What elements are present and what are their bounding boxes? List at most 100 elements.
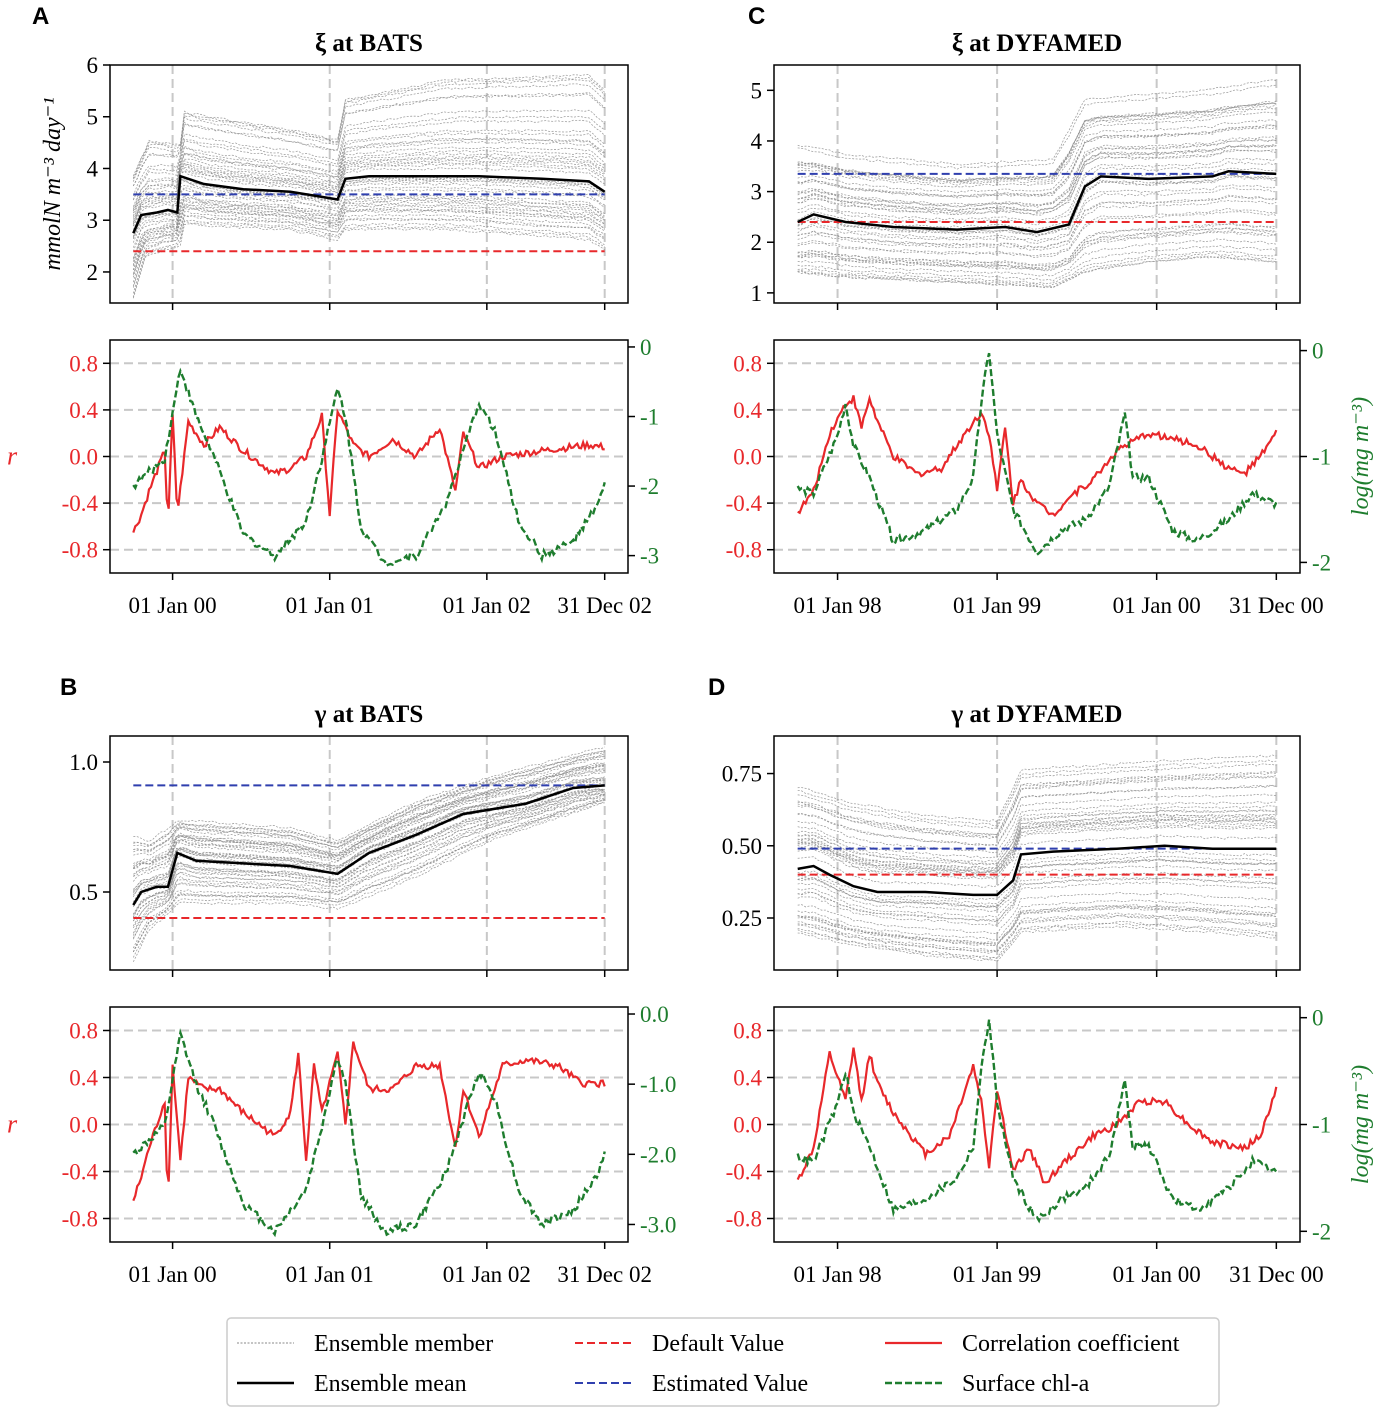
ensemble-member-line <box>797 784 1277 846</box>
ensemble-member-line <box>797 157 1277 223</box>
ensemble-member-line <box>797 821 1277 876</box>
ensemble-member-line <box>133 750 605 846</box>
ensemble-member-line <box>132 789 605 919</box>
ensemble-member-line <box>797 784 1277 847</box>
ensemble-member-line <box>133 758 605 856</box>
panel-A-top: 2 3 4 5 6 ξ at BATS mmolN m⁻³ day⁻¹ <box>40 30 629 310</box>
legend-label-estimated: Estimated Value <box>652 1371 808 1397</box>
y-tick-label-right: 0 <box>1312 339 1324 364</box>
ensemble-member-line <box>132 779 605 896</box>
ensemble-member-line <box>797 805 1277 863</box>
y-axis-label-left: r <box>7 1110 18 1139</box>
ensemble-member-line <box>133 768 605 875</box>
ensemble-member-line <box>797 104 1277 184</box>
panel-letter: B <box>60 674 77 701</box>
ensemble-member-line <box>132 794 605 939</box>
ensemble-member-line <box>797 824 1277 878</box>
x-tick-label: 01 Jan 02 <box>443 593 531 618</box>
ensemble-member-line <box>132 132 605 210</box>
y-tick-label-right: -3 <box>640 544 659 569</box>
x-tick-label: 31 Dec 02 <box>557 593 652 618</box>
chl-line <box>796 1019 1278 1224</box>
ensemble-member-line <box>132 149 605 218</box>
correlation-line <box>797 394 1278 518</box>
ensemble-member-line <box>797 892 1277 935</box>
ensemble-member-line <box>132 789 605 918</box>
chl-line <box>796 352 1278 557</box>
ensemble-member-line <box>797 763 1277 829</box>
ensemble-member-line <box>797 871 1277 918</box>
ensemble-member-line <box>797 816 1277 872</box>
ensemble-member-line <box>132 83 605 182</box>
correlation-line <box>132 1041 606 1202</box>
ensemble-member-line <box>797 915 1277 954</box>
ensemble-member-line <box>797 876 1277 922</box>
ensemble-member-line <box>132 163 605 227</box>
ensemble-member-line <box>797 222 1277 266</box>
ensemble-member-line <box>797 227 1277 270</box>
y-tick-label: 1.0 <box>69 750 98 775</box>
ensemble-member-line <box>797 817 1277 873</box>
y-axis-label-right: log(mg m⁻³) <box>1348 1065 1374 1184</box>
ensemble-member-line <box>132 214 605 287</box>
ensemble-member-line <box>797 864 1277 913</box>
x-tick-label: 31 Dec 00 <box>1229 1262 1324 1287</box>
panel-letter: A <box>32 3 49 30</box>
ensemble-member-line <box>797 256 1277 289</box>
ensemble-member-line <box>797 850 1277 901</box>
y-tick-label-left: -0.8 <box>62 538 98 563</box>
x-tick-label: 01 Jan 01 <box>286 593 374 618</box>
ensemble-member-line <box>132 179 605 240</box>
ensemble-member-line <box>132 182 605 243</box>
panel-B-bottom: -0.8 -0.4 0.0 0.4 0.8 -3.0 -2.0 -1.0 0.0 01 Jan 0… <box>7 1002 676 1287</box>
x-tick-label: 01 Jan 00 <box>129 593 217 618</box>
ensemble-member-line <box>132 211 605 283</box>
ensemble-member-line <box>797 819 1277 874</box>
legend-label-corr: Correlation coefficient <box>962 1331 1180 1357</box>
ensemble-member-line <box>797 184 1277 242</box>
ensemble-member-line <box>132 793 605 934</box>
ensemble-member-line <box>797 139 1277 208</box>
ensemble-member-line <box>797 175 1277 237</box>
ensemble-member-line <box>797 211 1277 258</box>
ensemble-member-line <box>797 102 1277 182</box>
y-tick-label-right: -1 <box>1312 445 1331 470</box>
ensemble-member-line <box>797 922 1277 960</box>
ensemble-member-line <box>797 102 1277 182</box>
legend-box <box>226 1317 1220 1407</box>
panel-D-top: 0.25 0.50 0.75 γ at DYFAMED <box>722 701 1301 977</box>
y-tick-label-left: 0.8 <box>733 351 762 376</box>
ensemble-member-line <box>132 797 605 949</box>
x-tick-label: 01 Jan 99 <box>953 593 1041 618</box>
axes-frame <box>109 735 629 971</box>
ensemble-member-line <box>132 772 605 882</box>
ensemble-member-line <box>132 219 605 294</box>
ensemble-member-line <box>797 148 1277 216</box>
y-tick-label-right: -1 <box>1312 1113 1331 1138</box>
ensemble-member-line <box>797 102 1277 183</box>
y-tick-label-right: 0.0 <box>640 1002 669 1027</box>
ensemble-member-line <box>132 115 605 200</box>
ensemble-member-line <box>132 159 605 225</box>
x-tick-label: 31 Dec 02 <box>557 1262 652 1287</box>
y-tick-label: 5 <box>751 78 763 103</box>
y-tick-label-left: -0.4 <box>62 1160 99 1185</box>
y-tick-label-right: -1 <box>640 405 659 430</box>
ensemble-member-line <box>797 111 1277 188</box>
y-tick-label-left: 0.0 <box>733 445 762 470</box>
y-tick-label-right: -2 <box>1312 1219 1331 1244</box>
ensemble-member-line <box>797 207 1277 257</box>
ensemble-member-line <box>797 814 1277 870</box>
ensemble-member-line <box>132 793 605 936</box>
y-tick-label-left: 0.4 <box>733 1066 762 1091</box>
ensemble-member-line <box>797 858 1277 908</box>
y-tick-label-left: -0.8 <box>62 1207 98 1232</box>
ensemble-member-line <box>132 203 605 271</box>
ensemble-member-line <box>132 119 605 201</box>
y-tick-label: 5 <box>87 105 99 130</box>
ensemble-member-line <box>797 809 1277 865</box>
ensemble-member-line <box>797 759 1277 827</box>
y-tick-label: 1 <box>751 281 763 306</box>
ensemble-member-line <box>132 177 606 237</box>
